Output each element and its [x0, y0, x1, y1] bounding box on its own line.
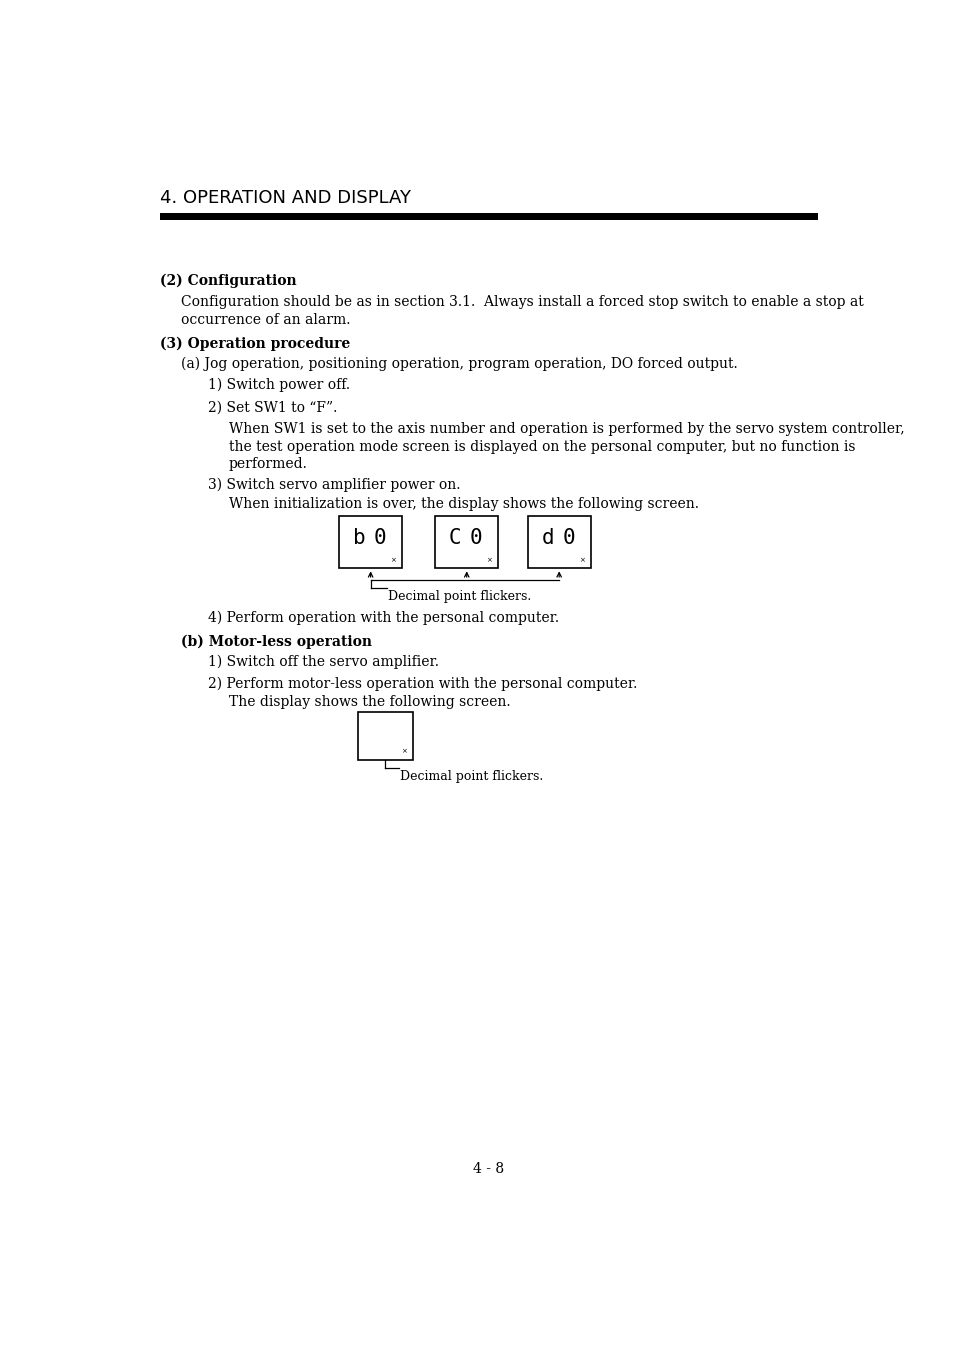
- Text: occurrence of an alarm.: occurrence of an alarm.: [180, 313, 350, 327]
- Text: When initialization is over, the display shows the following screen.: When initialization is over, the display…: [229, 497, 698, 510]
- Text: 4 - 8: 4 - 8: [473, 1161, 504, 1176]
- Text: Configuration should be as in section 3.1.  Always install a forced stop switch : Configuration should be as in section 3.…: [180, 296, 862, 309]
- Text: ×: ×: [486, 558, 492, 563]
- Text: C: C: [449, 528, 461, 548]
- Text: 3) Switch servo amplifier power on.: 3) Switch servo amplifier power on.: [208, 478, 460, 493]
- Text: ×: ×: [578, 558, 584, 563]
- Text: ×: ×: [401, 748, 407, 755]
- Text: the test operation mode screen is displayed on the personal computer, but no fun: the test operation mode screen is displa…: [229, 440, 854, 454]
- Text: 2) Perform motor-less operation with the personal computer.: 2) Perform motor-less operation with the…: [208, 676, 637, 691]
- Text: 4) Perform operation with the personal computer.: 4) Perform operation with the personal c…: [208, 612, 558, 625]
- Bar: [435, 517, 497, 568]
- Bar: [357, 711, 413, 760]
- Text: The display shows the following screen.: The display shows the following screen.: [229, 695, 510, 709]
- Text: performed.: performed.: [229, 458, 307, 471]
- Text: (3) Operation procedure: (3) Operation procedure: [160, 336, 350, 351]
- Text: 2) Set SW1 to “F”.: 2) Set SW1 to “F”.: [208, 401, 337, 414]
- Text: 4. OPERATION AND DISPLAY: 4. OPERATION AND DISPLAY: [160, 189, 411, 207]
- Text: (2) Configuration: (2) Configuration: [160, 273, 296, 288]
- Text: d: d: [541, 528, 554, 548]
- Bar: [339, 517, 401, 568]
- Text: 0: 0: [374, 528, 386, 548]
- Bar: [527, 517, 590, 568]
- Text: ×: ×: [390, 558, 395, 563]
- Bar: [160, 213, 817, 220]
- Text: 0: 0: [561, 528, 575, 548]
- Text: 1) Switch off the servo amplifier.: 1) Switch off the servo amplifier.: [208, 655, 438, 670]
- Text: Decimal point flickers.: Decimal point flickers.: [400, 769, 543, 783]
- Text: Decimal point flickers.: Decimal point flickers.: [388, 590, 531, 603]
- Text: 0: 0: [470, 528, 482, 548]
- Text: When SW1 is set to the axis number and operation is performed by the servo syste: When SW1 is set to the axis number and o…: [229, 421, 903, 436]
- Text: 1) Switch power off.: 1) Switch power off.: [208, 377, 350, 392]
- Text: (b) Motor-less operation: (b) Motor-less operation: [180, 634, 372, 649]
- Text: (a) Jog operation, positioning operation, program operation, DO forced output.: (a) Jog operation, positioning operation…: [180, 356, 737, 371]
- Text: b: b: [353, 528, 365, 548]
